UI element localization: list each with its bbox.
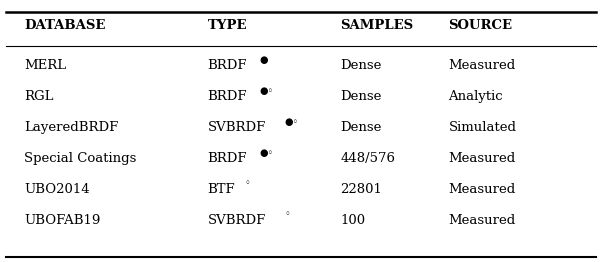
Text: ●: ● [260,56,268,65]
Text: SAMPLES: SAMPLES [340,19,413,32]
Text: 22801: 22801 [340,183,382,196]
Text: 448/576: 448/576 [340,152,395,165]
Text: Dense: Dense [340,90,382,103]
Text: DATABASE: DATABASE [24,19,105,32]
Text: SVBRDF: SVBRDF [208,121,266,134]
Text: RGL: RGL [24,90,54,103]
Text: ●◦: ●◦ [284,118,299,127]
Text: ◦: ◦ [244,179,250,189]
Text: Simulated: Simulated [448,121,517,134]
Text: Measured: Measured [448,59,516,72]
Text: BRDF: BRDF [208,90,247,103]
Text: 100: 100 [340,214,365,227]
Text: ●◦: ●◦ [260,149,274,158]
Text: TYPE: TYPE [208,19,247,32]
Text: Measured: Measured [448,183,516,196]
Text: BRDF: BRDF [208,59,247,72]
Text: Measured: Measured [448,214,516,227]
Text: SVBRDF: SVBRDF [208,214,266,227]
Text: Measured: Measured [448,152,516,165]
Text: ●◦: ●◦ [260,87,274,96]
Text: UBO2014: UBO2014 [24,183,90,196]
Text: Special Coatings: Special Coatings [24,152,137,165]
Text: Dense: Dense [340,59,382,72]
Text: SOURCE: SOURCE [448,19,512,32]
Text: MERL: MERL [24,59,66,72]
Text: UBOFAB19: UBOFAB19 [24,214,101,227]
Text: BRDF: BRDF [208,152,247,165]
Text: ◦: ◦ [284,210,290,220]
Text: LayeredBRDF: LayeredBRDF [24,121,119,134]
Text: BTF: BTF [208,183,235,196]
Text: Analytic: Analytic [448,90,503,103]
Text: Dense: Dense [340,121,382,134]
